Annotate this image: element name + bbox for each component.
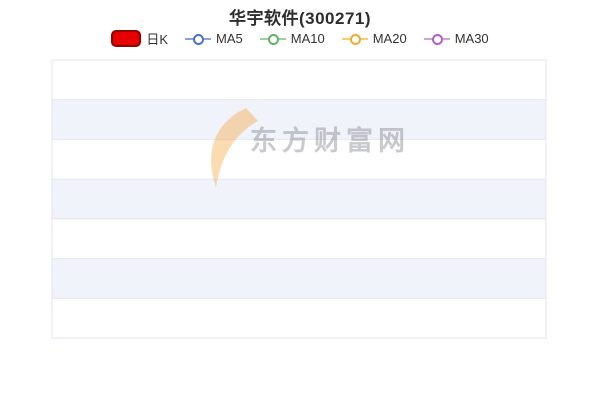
legend-label: MA30 <box>454 31 489 46</box>
legend-item-ma20[interactable]: MA20 <box>341 31 407 46</box>
ma-line-icon <box>341 34 368 45</box>
legend-item-日k[interactable]: 日K <box>111 29 168 48</box>
chart-title: 华宇软件(300271) <box>228 9 372 28</box>
ma-line-icon <box>423 34 450 45</box>
legend-item-ma5[interactable]: MA5 <box>185 31 243 46</box>
legend-label: 日K <box>146 32 169 47</box>
watermark: 东方财富网 <box>211 108 410 187</box>
ma-line-icon <box>185 34 212 45</box>
watermark-brand: 东方财富网 <box>250 125 410 156</box>
legend-item-ma10[interactable]: MA10 <box>259 31 325 46</box>
legend-item-ma30[interactable]: MA30 <box>423 31 489 46</box>
candle-swatch-icon <box>111 30 142 47</box>
gridlines <box>51 59 547 339</box>
legend-label: MA20 <box>372 31 407 46</box>
chart-legend: 日K MA5 MA10 MA20 MA30 <box>0 29 600 48</box>
background-bands <box>52 99 546 299</box>
legend-label: MA5 <box>216 31 243 46</box>
legend-label: MA10 <box>290 31 325 46</box>
ma-line-icon <box>259 34 286 45</box>
